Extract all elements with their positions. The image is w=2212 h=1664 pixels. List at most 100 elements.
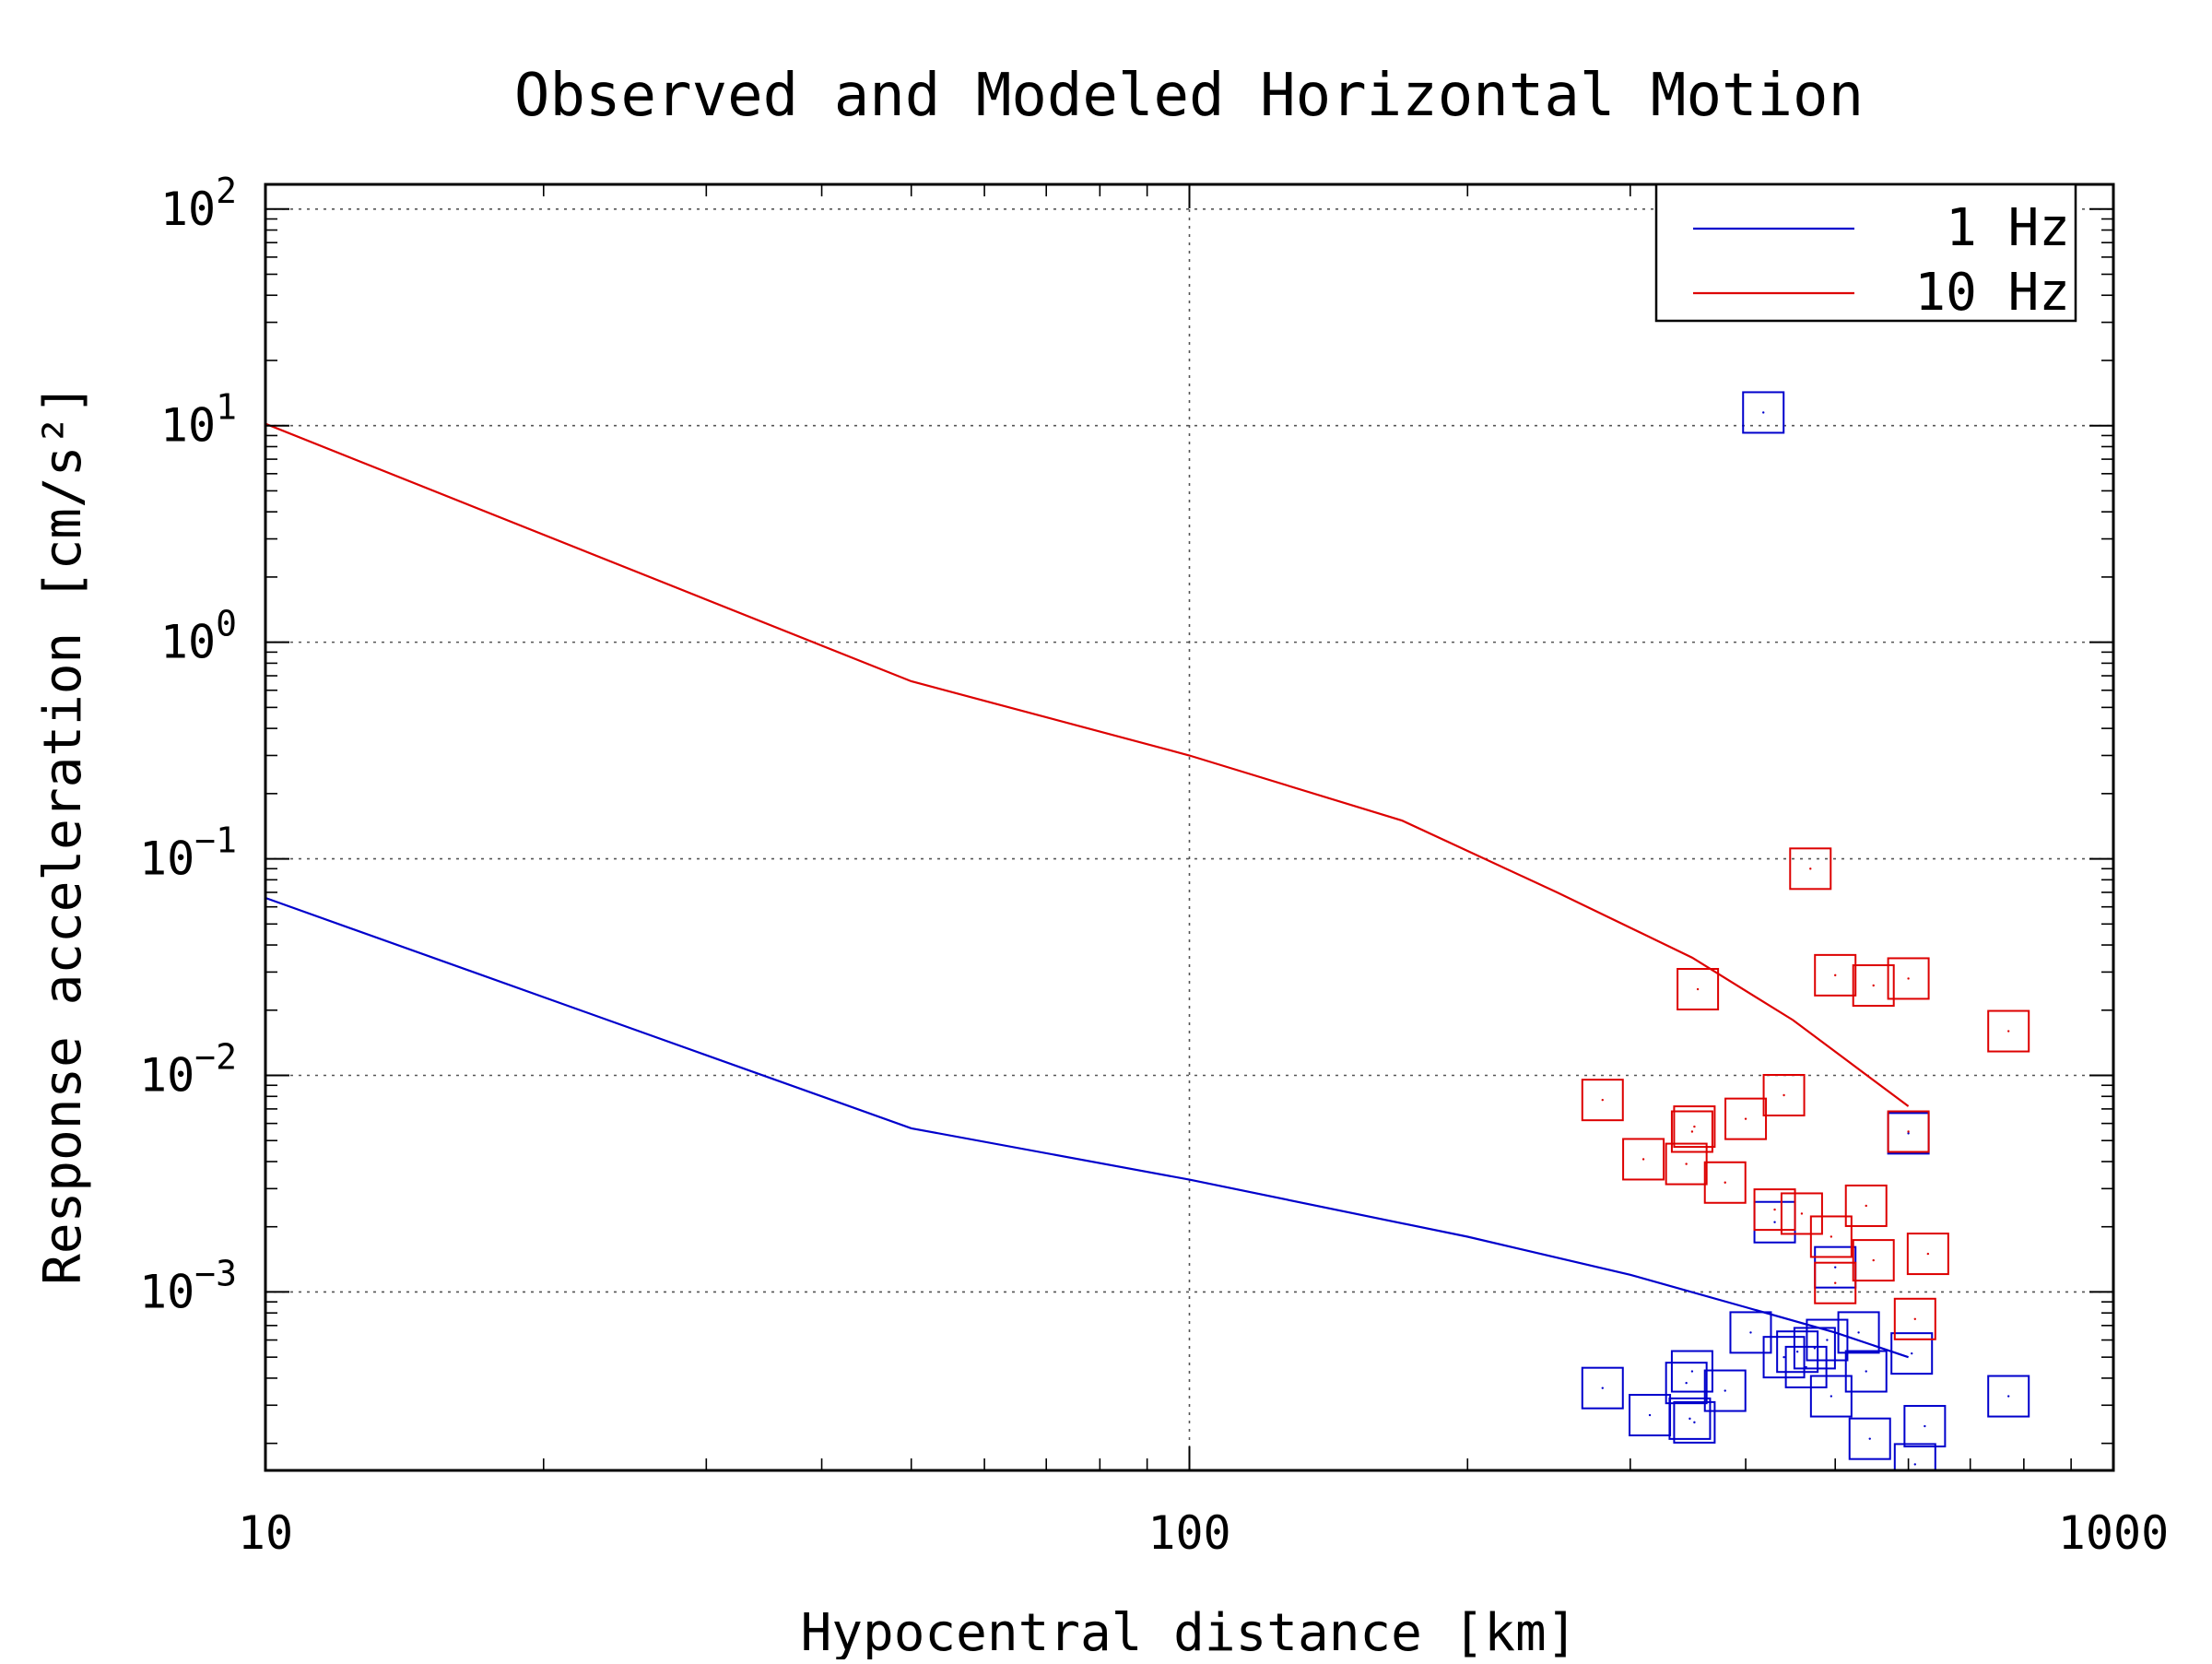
observed-point-center-1-hz xyxy=(1826,1339,1829,1341)
observed-point-center-1-hz xyxy=(1813,1347,1817,1350)
observed-point-center-1-hz xyxy=(1783,1355,1785,1359)
observed-point-1-hz xyxy=(1837,1311,1880,1354)
observed-point-10-hz xyxy=(1665,1142,1708,1186)
y-tick-label-base: 10 xyxy=(160,399,216,453)
x-tick-label: 1000 xyxy=(2058,1506,2169,1560)
model-line-10-hz xyxy=(265,422,1910,1107)
observed-point-center-10-hz xyxy=(1690,1130,1694,1133)
observed-point-1-hz xyxy=(1665,1362,1708,1405)
observed-point-1-hz xyxy=(1903,1405,1947,1448)
y-tick-label: 10−2 xyxy=(139,1037,237,1103)
observed-point-1-hz xyxy=(1668,1397,1712,1440)
y-tick-label: 101 xyxy=(160,387,237,453)
y-tick-label-exponent: 1 xyxy=(216,387,237,428)
observed-point-1-hz xyxy=(1762,1336,1806,1379)
observed-point-10-hz xyxy=(1852,1239,1895,1282)
observed-point-10-hz xyxy=(1789,847,1832,891)
observed-point-10-hz xyxy=(1906,1233,1949,1276)
observed-point-10-hz xyxy=(1887,1110,1930,1153)
observed-point-center-1-hz xyxy=(1693,1421,1696,1424)
observed-point-10-hz xyxy=(1852,964,1895,1008)
observed-point-10-hz xyxy=(1622,1138,1665,1181)
observed-point-center-1-hz xyxy=(1868,1437,1871,1440)
x-axis-label: Hypocentral distance [km] xyxy=(801,1603,1578,1659)
observed-point-center-10-hz xyxy=(1783,1093,1785,1097)
y-tick-label: 10−3 xyxy=(139,1253,237,1318)
observed-point-center-10-hz xyxy=(1724,1181,1726,1184)
y-tick-label: 102 xyxy=(160,171,237,236)
observed-point-10-hz xyxy=(1844,1184,1888,1227)
observed-point-10-hz xyxy=(1893,1297,1936,1340)
y-tick-label-exponent: −3 xyxy=(194,1253,237,1293)
legend-box xyxy=(1654,183,2077,323)
observed-point-center-1-hz xyxy=(2007,1395,2010,1398)
y-tick-label-base: 10 xyxy=(139,1265,194,1318)
observed-point-center-10-hz xyxy=(1685,1162,1688,1165)
x-tick-label: 10 xyxy=(238,1506,293,1560)
observed-point-center-1-hz xyxy=(1913,1463,1916,1466)
observed-point-center-10-hz xyxy=(1834,974,1837,977)
x-tick-label: 100 xyxy=(1147,1506,1230,1560)
observed-point-center-10-hz xyxy=(1865,1204,1867,1208)
observed-point-center-10-hz xyxy=(1907,977,1910,980)
observed-point-10-hz xyxy=(1670,1110,1713,1153)
legend-label-1-hz: 1 Hz xyxy=(1946,198,2070,258)
observed-point-center-10-hz xyxy=(1872,1258,1875,1262)
observed-point-1-hz xyxy=(1793,1327,1836,1370)
y-tick-label-base: 10 xyxy=(139,832,194,886)
observed-point-10-hz xyxy=(1887,957,1930,1000)
observed-point-1-hz xyxy=(1809,1375,1853,1418)
observed-point-1-hz xyxy=(1729,1311,1772,1354)
observed-point-center-1-hz xyxy=(1911,1351,1913,1355)
observed-point-10-hz xyxy=(1753,1188,1796,1232)
y-tick-label-exponent: 0 xyxy=(216,604,237,644)
observed-point-10-hz xyxy=(1814,953,1857,997)
observed-point-center-1-hz xyxy=(1749,1331,1752,1334)
observed-point-1-hz xyxy=(1893,1443,1936,1470)
observed-point-center-10-hz xyxy=(1830,1235,1833,1238)
observed-point-center-1-hz xyxy=(1857,1331,1860,1334)
observed-point-1-hz xyxy=(1703,1369,1747,1412)
observed-point-1-hz xyxy=(1673,1400,1716,1444)
y-tick-label-exponent: 2 xyxy=(216,171,237,211)
legend-label-10-hz: 10 Hz xyxy=(1914,263,2070,323)
observed-point-10-hz xyxy=(1987,1009,2030,1053)
y-tick-label-base: 10 xyxy=(160,183,216,236)
series-layer xyxy=(265,184,2030,1470)
observed-point-1-hz xyxy=(1806,1318,1849,1362)
observed-point-center-1-hz xyxy=(1690,1370,1694,1373)
observed-point-center-10-hz xyxy=(1809,867,1812,870)
observed-point-center-1-hz xyxy=(1834,1266,1837,1269)
observed-point-1-hz xyxy=(1848,1417,1891,1460)
observed-point-center-1-hz xyxy=(1865,1370,1867,1373)
y-tick-label-exponent: −1 xyxy=(194,820,237,861)
observed-point-center-1-hz xyxy=(1830,1395,1833,1398)
observed-point-center-1-hz xyxy=(1907,1132,1910,1135)
observed-point-center-10-hz xyxy=(1601,1098,1604,1102)
observed-point-center-10-hz xyxy=(1641,1158,1645,1161)
observed-point-center-1-hz xyxy=(1601,1387,1604,1389)
observed-point-10-hz xyxy=(1581,1079,1624,1122)
observed-point-center-1-hz xyxy=(1795,1351,1799,1353)
observed-point-10-hz xyxy=(1724,1097,1768,1140)
observed-point-center-10-hz xyxy=(1693,1125,1696,1128)
observed-point-10-hz xyxy=(1677,968,1720,1011)
y-axis-label: Response acceleration [cm/s²] xyxy=(33,384,93,1285)
observed-point-center-10-hz xyxy=(1834,1281,1837,1284)
y-tick-label: 10−1 xyxy=(139,820,237,886)
observed-point-center-10-hz xyxy=(1696,987,1700,991)
observed-point-10-hz xyxy=(1809,1215,1853,1258)
observed-point-1-hz xyxy=(1844,1350,1888,1393)
observed-point-10-hz xyxy=(1703,1161,1747,1204)
chart-title: Observed and Modeled Horizontal Motion xyxy=(514,62,1864,130)
observed-point-center-1-hz xyxy=(1685,1381,1688,1385)
observed-point-center-1-hz xyxy=(1688,1417,1691,1421)
observed-point-10-hz xyxy=(1673,1105,1716,1149)
observed-point-center-10-hz xyxy=(1800,1212,1804,1215)
observed-point-1-hz xyxy=(1776,1330,1819,1374)
y-tick-label-exponent: −2 xyxy=(194,1037,237,1078)
